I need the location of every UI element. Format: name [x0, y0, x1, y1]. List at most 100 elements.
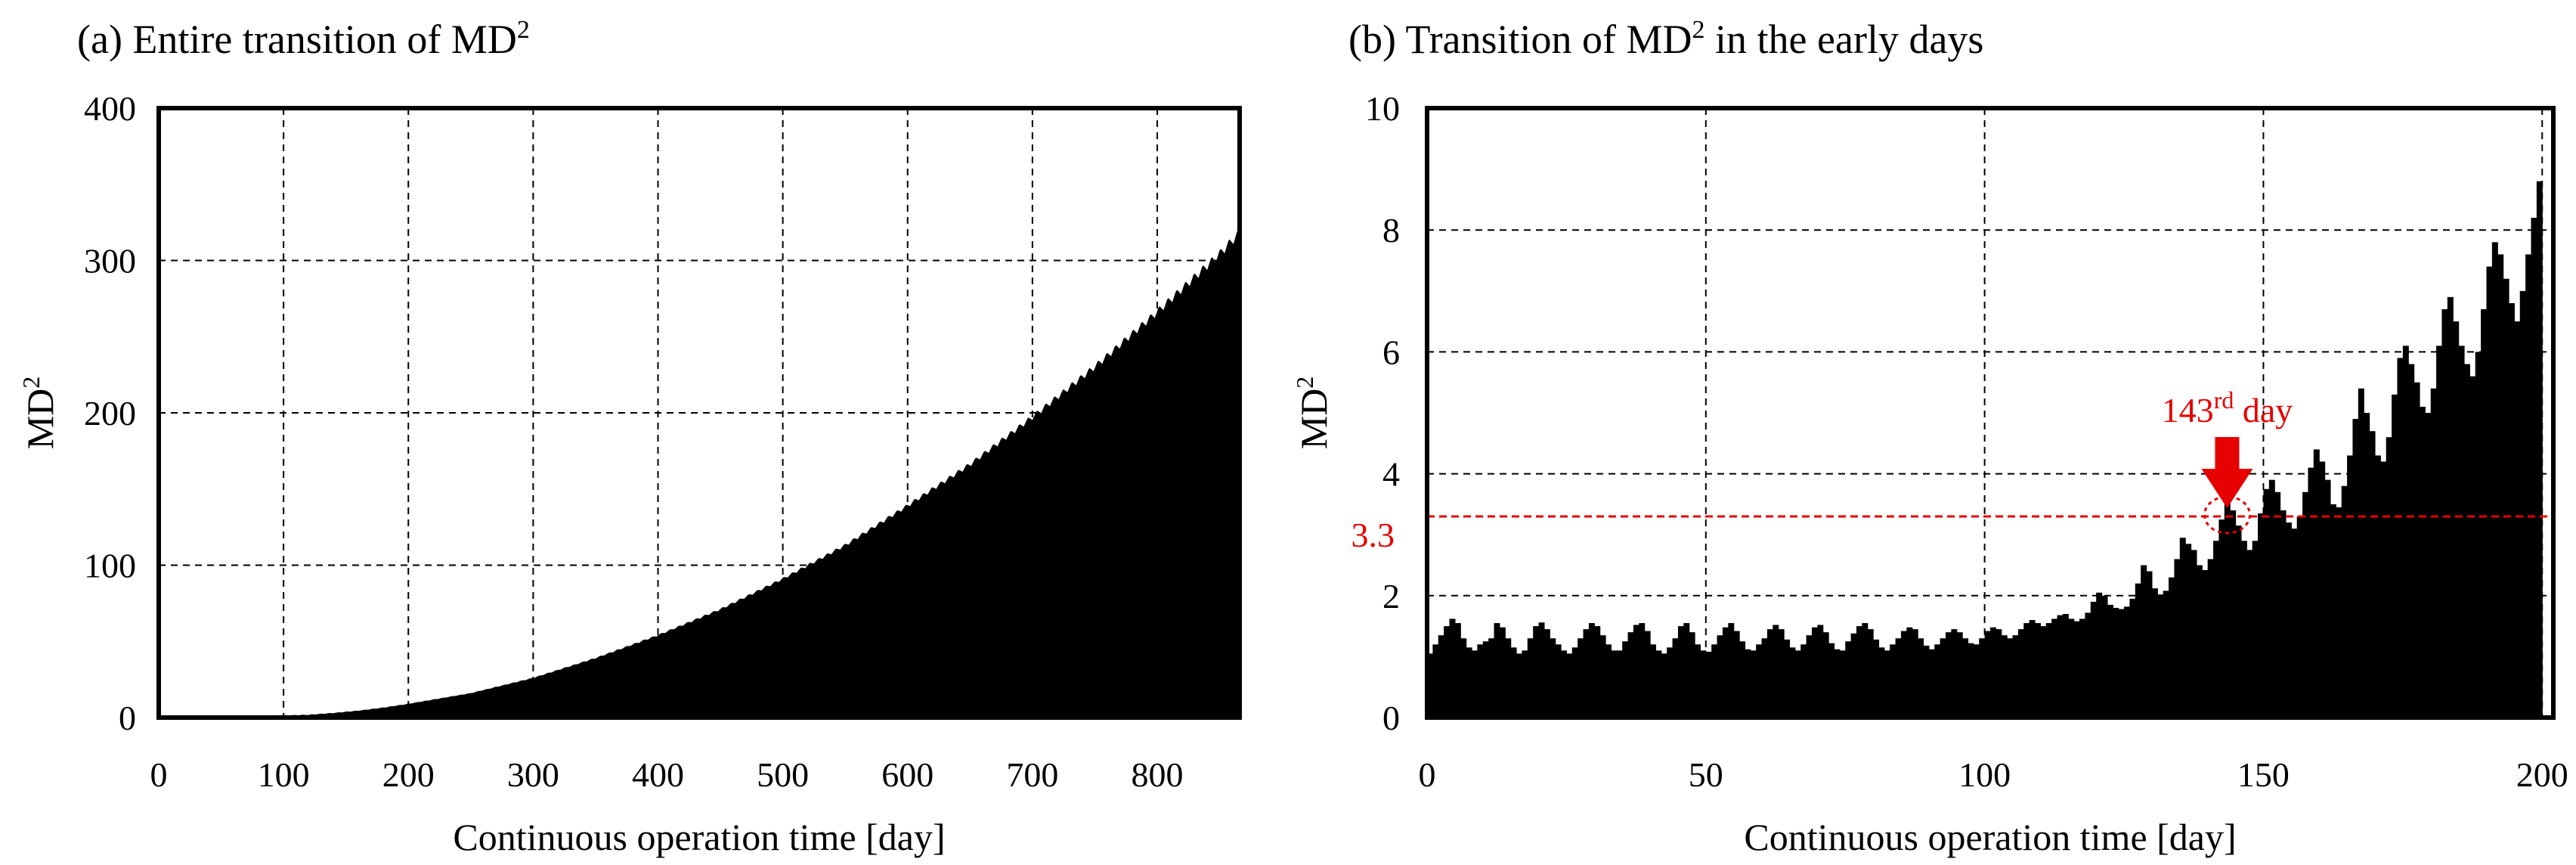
panel-b-bar: [1940, 638, 1946, 718]
panel-b-bar: [1711, 644, 1718, 718]
panel-b-bar: [1527, 638, 1534, 718]
panel-b-bar: [1550, 638, 1556, 718]
panel-b-bar: [1655, 650, 1662, 718]
panel-b-bar: [2514, 321, 2521, 718]
panel-b-bar: [2202, 569, 2209, 718]
panel-b-bar: [2029, 620, 2036, 718]
panel-b-bar: [2319, 461, 2326, 718]
panel-b-y-tick-label: 10: [1365, 89, 1400, 128]
panel-b-bar: [2258, 513, 2265, 718]
panel-b-bar: [2475, 352, 2482, 718]
panel-b-bar: [1806, 635, 1813, 718]
panel-b-bar: [2113, 607, 2119, 718]
panel-b-bar: [1466, 647, 1472, 718]
panel-b-bar: [1756, 644, 1763, 718]
panel-b-bar: [1973, 644, 1980, 718]
panel-b-bar: [1695, 644, 1701, 718]
panel-b-bar: [2463, 364, 2470, 718]
panel-b-bar: [1862, 623, 1869, 718]
panel-b-bar: [2196, 565, 2203, 718]
panel-b-bar: [2135, 583, 2141, 718]
panel-b-bar: [2425, 413, 2432, 718]
panel-b-bar: [2380, 461, 2387, 718]
panel-b-bar: [1566, 653, 1573, 718]
panel-b-bar: [2453, 321, 2460, 718]
panel-b-bar: [1477, 644, 1484, 718]
panel-b-bar: [2491, 242, 2498, 718]
panel-b-bar: [1784, 639, 1791, 718]
panel-b-bar: [2141, 565, 2147, 718]
panel-b-early-days: (b) Transition of MD2 in the early days …: [1291, 16, 2568, 858]
panel-b-bar: [2330, 504, 2336, 718]
panel-b-bar: [1778, 629, 1785, 718]
panel-b-bar: [2324, 479, 2331, 718]
panel-b-bar: [1766, 629, 1773, 718]
panel-b-bar: [1689, 632, 1695, 718]
panel-b-bar: [1979, 638, 1986, 718]
panel-b-bar: [2280, 510, 2287, 718]
panel-b-bar: [2146, 571, 2153, 718]
panel-b-bar: [1510, 647, 1517, 718]
panel-b-bar: [1789, 647, 1796, 718]
panel-b-bar: [1928, 649, 1935, 718]
panel-b-bar: [2207, 559, 2214, 718]
panel-b-y-tick-label: 6: [1382, 333, 1400, 371]
panel-b-x-tick-label: 100: [1958, 755, 2011, 794]
panel-b-bar: [1750, 650, 1757, 718]
panel-b-bar: [2107, 604, 2113, 718]
panel-b-bar: [1571, 647, 1578, 718]
panel-b-bar: [2508, 302, 2515, 718]
panel-b-bar: [1622, 641, 1629, 718]
panel-b-bar: [2285, 522, 2292, 718]
panel-b-bar: [1962, 638, 1969, 718]
panel-b-bar: [2274, 491, 2281, 718]
panel-a-x-tick-label: 500: [757, 755, 809, 794]
panel-b-bar: [2051, 619, 2058, 718]
panel-b-bar: [2235, 526, 2242, 718]
panel-b-bar: [1432, 644, 1439, 718]
panel-b-bar: [1543, 629, 1550, 718]
panel-b-bar: [1650, 644, 1657, 718]
panel-b-bar: [2157, 594, 2164, 718]
panel-b-bar: [2035, 623, 2041, 718]
panel-b-bar: [2358, 388, 2364, 718]
panel-b-y-tick-label: 8: [1382, 211, 1400, 250]
panel-b-bar: [2419, 406, 2426, 718]
panel-b-bar: [1794, 650, 1801, 718]
panel-b-bar: [2185, 544, 2192, 718]
panel-b-bar: [2163, 591, 2169, 718]
panel-b-bar: [1934, 644, 1941, 718]
panel-b-bar: [1488, 638, 1495, 718]
panel-b-bar: [2263, 488, 2270, 718]
panel-b-bar: [1616, 650, 1623, 718]
panel-b-bar: [2291, 529, 2298, 718]
panel-b-bar: [1878, 647, 1885, 718]
panel-b-bar: [2430, 388, 2437, 718]
panel-a-x-axis-label: Continuous operation time [day]: [453, 816, 945, 858]
panel-a-y-tick-label: 0: [119, 699, 136, 737]
panel-a-y-tick-label: 100: [84, 547, 136, 585]
panel-b-bar: [1538, 622, 1545, 718]
panel-a-x-tick-label: 100: [258, 755, 310, 794]
panel-b-bar: [1817, 625, 1824, 718]
panel-b-bar: [1873, 639, 1880, 718]
panel-b-bar: [1482, 641, 1489, 718]
panel-b-bar: [2224, 501, 2231, 718]
panel-b-bar: [2179, 538, 2186, 718]
panel-b-bar: [1990, 627, 1996, 718]
panel-b-bar: [2369, 431, 2376, 718]
panel-b-bar: [1427, 653, 1433, 718]
panel-b-bar: [2085, 612, 2091, 718]
panel-a-y-tick-label: 300: [84, 242, 136, 281]
panel-b-bar: [1599, 635, 1606, 718]
panel-b-bar: [1834, 649, 1841, 718]
panel-b-bar: [2397, 358, 2404, 718]
panel-b-bar: [2481, 308, 2488, 718]
panel-b-bar: [1444, 626, 1451, 718]
panel-b-bar: [2101, 595, 2108, 718]
panel-b-bar: [2308, 467, 2314, 718]
panel-b-bar: [1494, 623, 1500, 718]
panel-b-bar: [2169, 577, 2175, 718]
panel-b-bar: [2441, 308, 2448, 718]
panel-b-bar: [2068, 619, 2075, 718]
